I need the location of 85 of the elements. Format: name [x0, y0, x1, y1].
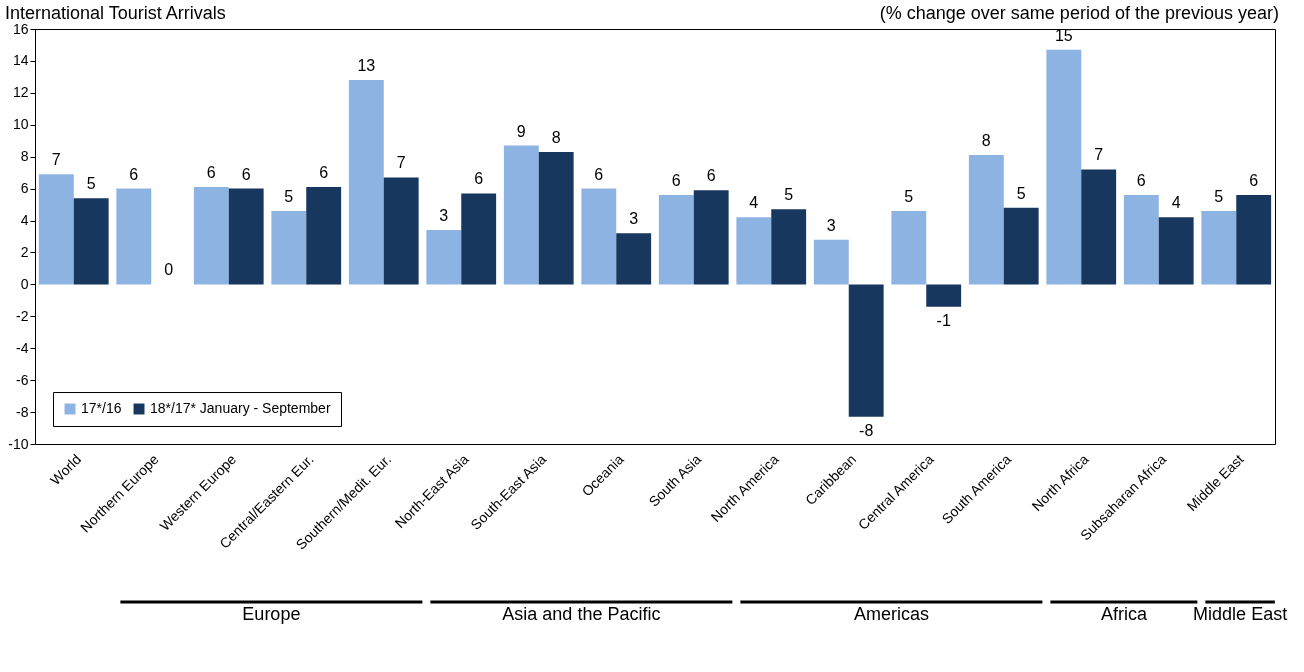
bar	[538, 151, 574, 285]
legend-label: 18*/17* January - September	[150, 400, 331, 416]
data-label: 6	[129, 165, 139, 183]
y-tick-label: 14	[12, 52, 29, 69]
bar	[306, 187, 342, 285]
y-tick-label: 12	[12, 84, 29, 101]
y-tick-label: -8	[16, 403, 29, 420]
data-label: 6	[319, 164, 329, 182]
data-label: 5	[784, 186, 794, 204]
data-label: 5	[284, 187, 294, 205]
bar	[968, 155, 1004, 285]
data-label: 5	[1016, 184, 1026, 202]
data-label: 7	[396, 154, 406, 172]
bar	[736, 217, 772, 285]
text: Americas	[853, 604, 929, 624]
bar	[193, 187, 229, 285]
data-label: 8	[551, 128, 561, 146]
data-label: 13	[357, 57, 376, 75]
y-tick-label: 16	[12, 20, 29, 37]
data-label: -1	[936, 311, 951, 329]
y-tick-label: -6	[16, 371, 29, 388]
y-tick-label: -2	[16, 307, 29, 324]
bar	[461, 193, 497, 285]
bar	[1123, 195, 1159, 285]
data-label: 6	[1249, 172, 1259, 189]
data-label: -8	[859, 421, 874, 439]
data-label: 7	[51, 151, 61, 169]
y-tick-label: 0	[20, 275, 29, 292]
data-label: 4	[749, 194, 759, 212]
y-tick-label: 4	[20, 212, 29, 229]
bar	[813, 239, 849, 285]
bar	[116, 188, 152, 285]
text: Middle East	[1193, 604, 1288, 624]
data-label: 5	[86, 175, 96, 193]
bar	[616, 233, 652, 285]
bar	[271, 210, 307, 285]
bar	[348, 80, 384, 285]
bar	[38, 174, 74, 285]
legend-label: 17*/16	[81, 400, 122, 416]
data-label: 7	[1094, 146, 1104, 164]
bar	[926, 284, 962, 307]
data-label: 9	[516, 122, 526, 140]
y-tick-label: -4	[16, 339, 29, 356]
data-label: 6	[241, 165, 251, 183]
data-label: 3	[826, 216, 836, 234]
data-label: 6	[594, 165, 604, 183]
bar	[891, 210, 927, 285]
data-label: 5	[1214, 187, 1224, 205]
data-label: 6	[474, 170, 484, 188]
bar	[581, 188, 617, 285]
text: Europe	[242, 604, 301, 624]
y-tick-label: 6	[20, 180, 29, 197]
data-label: 6	[1136, 172, 1146, 189]
bar	[1236, 195, 1272, 285]
y-tick-label: 10	[12, 116, 29, 133]
bar	[658, 195, 694, 285]
y-tick-label: 2	[20, 243, 29, 260]
bar	[503, 145, 539, 285]
data-label: 4	[1171, 194, 1181, 212]
data-label: 3	[439, 207, 449, 225]
text: Africa	[1100, 604, 1148, 624]
data-label: 5	[904, 187, 914, 205]
text: Asia and the Pacific	[502, 604, 661, 624]
bar	[1081, 169, 1117, 285]
bar	[426, 230, 462, 285]
y-tick-label: 8	[20, 148, 29, 165]
bar	[383, 177, 419, 285]
bar	[771, 209, 807, 285]
data-label: 8	[981, 132, 991, 150]
data-label: 6	[706, 167, 716, 185]
bar	[693, 190, 729, 285]
bar	[1201, 210, 1237, 285]
bar	[848, 284, 884, 417]
data-label: 6	[206, 164, 216, 182]
chart-subtitle: (% change over same period of the previous year)	[879, 3, 1279, 23]
data-label: 6	[671, 172, 681, 189]
bar	[1003, 207, 1039, 285]
bar	[73, 198, 109, 285]
bar	[228, 188, 264, 285]
bar	[1158, 217, 1194, 285]
y-tick-label: -10	[8, 435, 29, 452]
data-label: 3	[629, 210, 639, 228]
data-label: 0	[164, 261, 174, 279]
bar	[1046, 49, 1082, 285]
chart-title: International Tourist Arrivals	[5, 3, 226, 23]
